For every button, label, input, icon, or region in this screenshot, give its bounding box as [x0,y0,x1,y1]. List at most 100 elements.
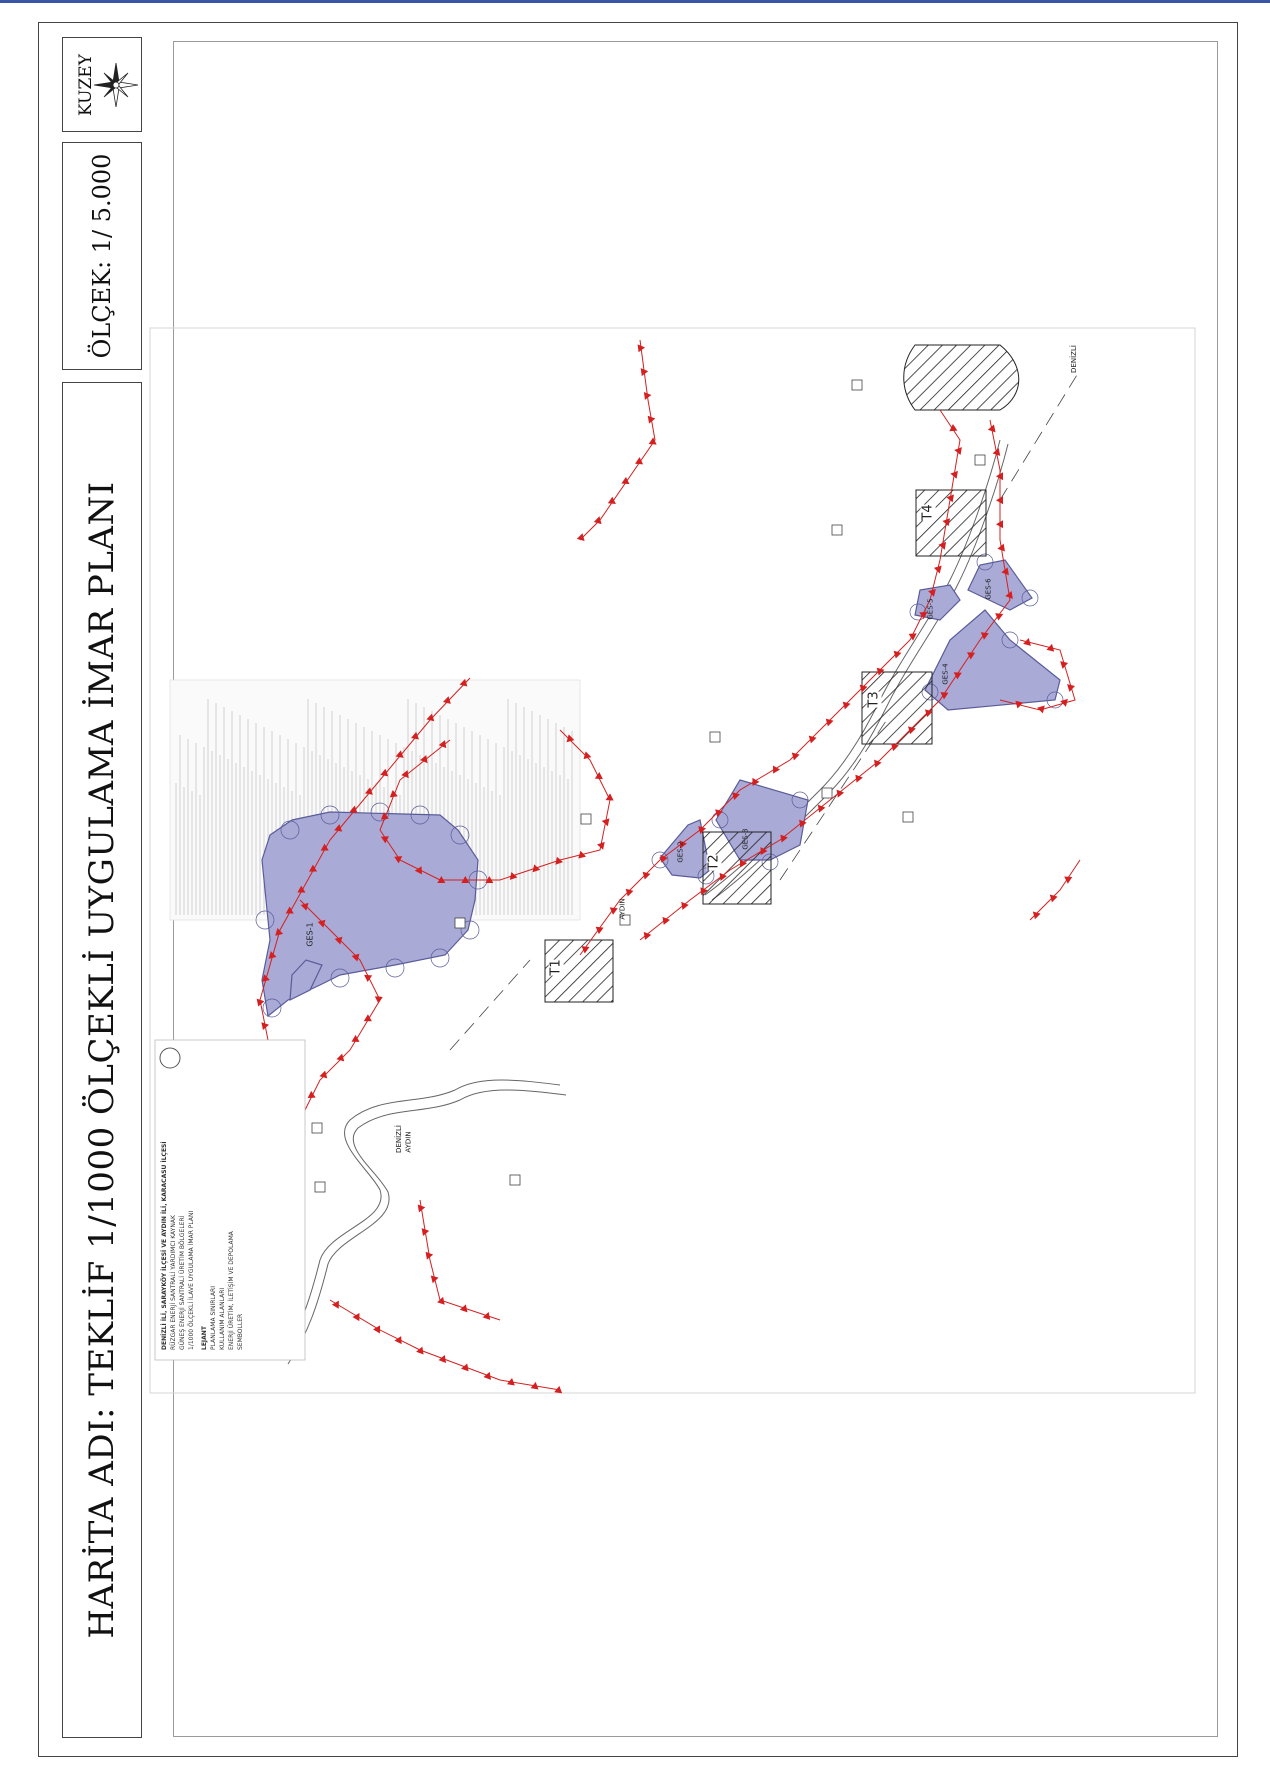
boundary-marker [808,735,817,744]
boundary-marker [996,496,1003,505]
boundary-marker [891,743,899,752]
boundary-marker [401,770,409,779]
boundary-marker [509,871,518,880]
boundary-marker [924,709,933,718]
boundary-marker [1060,698,1068,707]
boundary-marker [732,792,740,801]
boundary-marker [1032,911,1041,920]
title-box: HARİTA ADI: TEKLİF 1/1000 ÖLÇEKLİ UYGULA… [62,382,142,1738]
boundary-marker [374,996,383,1004]
boundary-marker [642,871,651,880]
boundary-marker [739,859,747,868]
boundary-marker [578,850,587,859]
boundary-marker [660,854,668,863]
turbine-label-t1: T1 [548,959,564,976]
boundary-marker [297,885,306,893]
boundary-marker [791,752,800,761]
boundary-marker [530,1381,539,1390]
boundary-marker [532,864,541,873]
parcel-label-ges5: GES-5 [926,598,935,620]
road-label-aydin-2: AYDIN [618,898,627,920]
boundary-marker [855,774,863,783]
boundary-marker [420,755,428,764]
parcel-label-ges1: GES-1 [305,922,315,947]
boundary-marker [566,734,575,743]
boundary-marker [609,907,618,915]
boundary-marker [933,565,942,574]
boundary-marker [319,1070,328,1079]
parcel-label-ges4: GES-4 [941,663,950,685]
road-label-aydin-1: AYDIN [404,1131,413,1153]
boundary-marker [662,916,670,925]
boundary-marker [438,1355,447,1363]
boundary-marker [907,726,916,735]
boundary-marker [621,476,630,485]
boundary-marker [953,672,962,680]
boundary-marker [442,696,451,704]
boundary-marker [954,447,962,456]
boundary-marker [700,887,708,896]
boundary-marker [980,632,989,640]
boundary-marker [483,1371,492,1380]
boundary-marker [262,974,270,982]
boundary-marker [395,750,404,758]
boundary-marker [581,946,590,954]
boundary-marker [459,1304,468,1313]
boundary-marker [681,901,689,910]
boundary-marker [485,876,494,883]
boundary-marker [1037,705,1045,714]
boundary-marker [334,824,343,832]
boundary-marker [594,771,603,780]
boundary-marker [373,1325,381,1334]
boundary-marker [425,1251,434,1260]
boundary-marker [940,692,949,700]
boundary-marker [772,765,781,774]
drawing-extent [149,327,1196,1394]
boundary-marker [643,931,652,940]
boundary-marker [996,520,1003,529]
boundary-marker [635,457,644,465]
boundary-marker [946,494,954,503]
boundary-marker [1049,894,1058,903]
boundary-marker [430,1275,439,1284]
boundary-marker [876,667,885,676]
boundary-marker [719,872,727,881]
boundary-marker [1060,661,1069,669]
boundary-marker [799,819,807,828]
boundary-marker [893,650,902,659]
boundary-marker [555,856,563,865]
road-label-denizli-1: DENİZLİ [394,1125,403,1153]
boundary-marker [992,448,1001,456]
boundary-marker [364,974,373,983]
boundary-marker [874,759,882,768]
boundary-marker [996,472,1003,481]
boundary-marker [426,713,435,722]
boundary-marker [334,936,343,945]
boundary-marker [607,496,616,504]
road-label-denizli-2: DENİZLİ [1069,345,1078,373]
boundary-marker [987,424,996,433]
boundary-marker [351,1034,360,1042]
boundary-marker [1046,643,1055,652]
boundary-marker [414,866,422,875]
boundary-marker [625,888,634,897]
solar-parcels [261,559,1061,1018]
boundary-marker [760,847,768,856]
boundary-marker [275,928,284,936]
boundary-marker [394,856,403,864]
boundary-marker [416,1346,424,1355]
sheet-border [38,22,1238,1757]
boundary-marker [389,789,398,798]
boundary-marker [995,613,1004,621]
boundary-marker [643,391,652,400]
north-arrow-box: KUZEY [62,37,142,132]
boundary-marker [268,951,277,959]
boundary-marker [380,836,389,844]
parcel-label-ges2: GES-2 [676,841,685,863]
boundary-marker [285,906,294,914]
boundary-marker [679,840,687,849]
boundary-marker [1067,684,1075,692]
boundary-marker [421,1228,430,1237]
boundary-marker [256,998,265,1007]
